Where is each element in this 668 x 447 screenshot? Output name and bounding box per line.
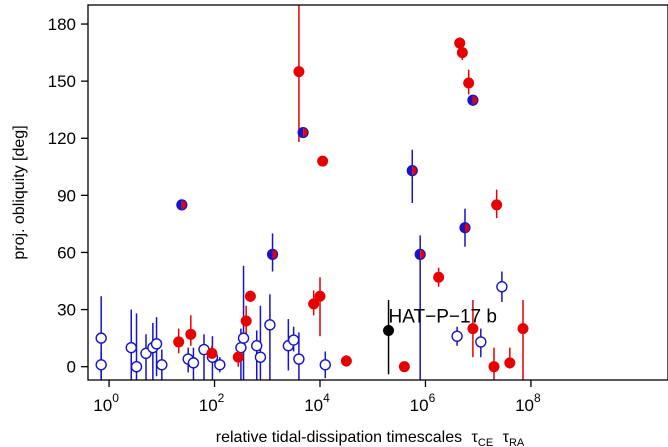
data-point-open bbox=[95, 332, 107, 344]
data-point-open bbox=[156, 359, 168, 371]
y-tick-label: 60 bbox=[57, 243, 76, 262]
data-point-open bbox=[130, 360, 143, 373]
x-axis-label: relative tidal-dissipation timescales τC… bbox=[216, 429, 525, 447]
data-point-open bbox=[287, 334, 300, 346]
data-point-filled bbox=[504, 357, 516, 369]
plot-frame bbox=[87, 4, 668, 381]
data-point-half bbox=[459, 222, 471, 234]
data-point-open bbox=[451, 330, 463, 342]
data-point-filled bbox=[467, 323, 479, 335]
data-point-filled bbox=[488, 361, 500, 373]
data-point-half-outline bbox=[266, 248, 279, 260]
data-point-filled bbox=[398, 361, 410, 373]
x-axis-symbol-2: τ bbox=[503, 429, 510, 446]
data-point-open bbox=[214, 359, 226, 371]
data-point-filled bbox=[491, 199, 503, 211]
data-point-open bbox=[187, 357, 200, 369]
data-point-open bbox=[150, 338, 163, 350]
x-tick-label: 106 bbox=[410, 391, 436, 415]
data-point-open bbox=[251, 340, 263, 352]
data-point-filled bbox=[308, 298, 320, 310]
data-point-half-outline bbox=[459, 222, 471, 234]
y-tick-label: 180 bbox=[48, 15, 76, 34]
data-point-half-outline bbox=[297, 126, 309, 139]
x-axis-subscript-1: CE bbox=[478, 437, 493, 447]
data-point-half-outline bbox=[406, 165, 418, 177]
y-tick-label: 120 bbox=[48, 129, 76, 148]
data-point-filled bbox=[433, 271, 445, 283]
y-axis-label: proj. obliquity [deg] bbox=[11, 125, 28, 259]
data-point-open bbox=[237, 332, 250, 344]
data-point-half bbox=[266, 248, 279, 260]
data-point-filled bbox=[173, 336, 185, 348]
data-point-half bbox=[176, 199, 188, 211]
data-point-filled bbox=[314, 290, 326, 302]
chart-marks: HAT−P−17 b bbox=[95, 5, 529, 380]
data-point-filled bbox=[340, 355, 352, 367]
data-point-filled bbox=[463, 77, 475, 89]
data-point-filled bbox=[240, 315, 252, 327]
x-axis-label-text: relative tidal-dissipation timescales bbox=[216, 429, 462, 446]
data-point-half-outline bbox=[467, 94, 479, 106]
data-point-filled bbox=[293, 66, 305, 78]
data-point-open bbox=[264, 319, 276, 331]
x-axis-symbol-1: τ bbox=[472, 429, 479, 446]
data-point-open bbox=[95, 359, 107, 371]
data-point-open bbox=[475, 336, 487, 348]
y-tick-label: 0 bbox=[67, 358, 76, 377]
data-point-filled bbox=[244, 290, 256, 302]
y-tick-label: 90 bbox=[57, 186, 76, 205]
annotation-label: HAT−P−17 b bbox=[389, 306, 497, 327]
x-tick-label: 104 bbox=[304, 391, 330, 415]
data-point-filled bbox=[185, 328, 197, 340]
data-point-half bbox=[406, 165, 418, 177]
data-point-open bbox=[319, 359, 331, 371]
data-point-filled bbox=[206, 347, 218, 359]
data-point-open bbox=[125, 341, 137, 354]
data-point-filled bbox=[454, 37, 466, 49]
data-point-highlight bbox=[383, 325, 395, 337]
data-point-half-outline bbox=[176, 199, 188, 211]
data-point-filled bbox=[517, 323, 529, 335]
data-point-half bbox=[414, 248, 426, 260]
data-point-half-outline bbox=[414, 248, 426, 260]
data-point-filled bbox=[456, 47, 468, 59]
x-tick-label: 108 bbox=[515, 391, 541, 415]
data-point-open bbox=[293, 353, 305, 365]
data-point-half bbox=[467, 94, 479, 106]
data-point-filled bbox=[232, 351, 244, 363]
data-point-open bbox=[254, 351, 267, 363]
data-point-half bbox=[297, 126, 309, 139]
y-tick-label: 30 bbox=[57, 301, 76, 320]
y-tick-label: 150 bbox=[48, 72, 76, 91]
x-tick-label: 100 bbox=[93, 391, 119, 415]
data-point-open bbox=[496, 281, 508, 293]
x-axis-subscript-2: RA bbox=[509, 437, 525, 447]
data-point-open bbox=[235, 341, 247, 354]
x-tick-label: 102 bbox=[199, 391, 225, 415]
axis-ticks: 0 30 60 90 120 150 180 100 102 104 106 108 bbox=[48, 15, 541, 415]
data-point-filled bbox=[317, 155, 329, 167]
